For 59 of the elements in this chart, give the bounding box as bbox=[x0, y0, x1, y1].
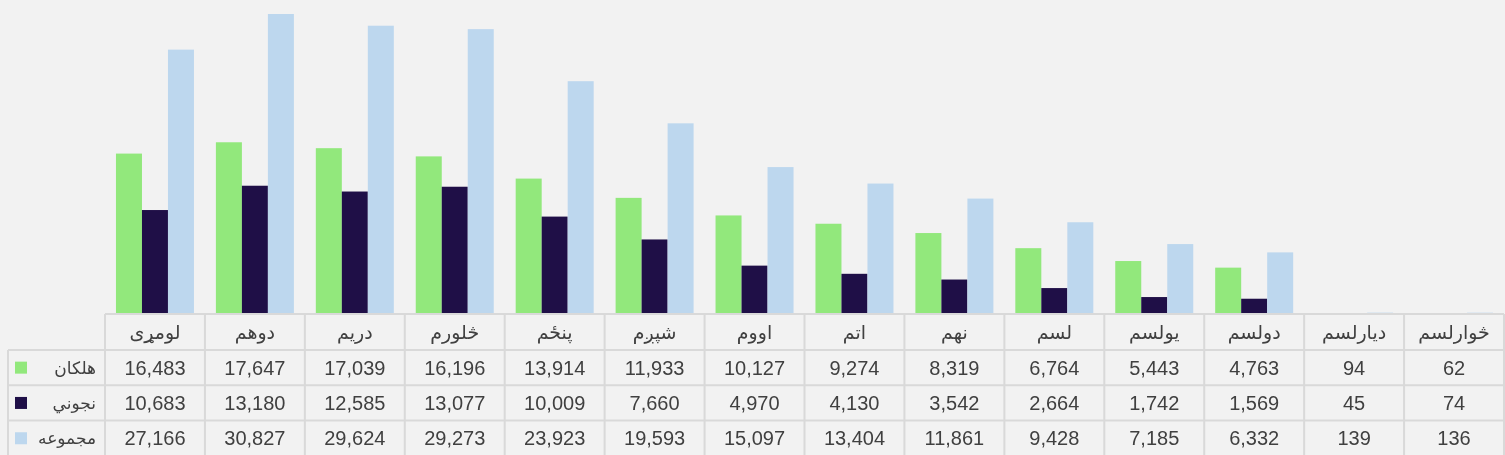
x-tick-label: دوهم bbox=[234, 322, 276, 344]
x-tick-label: شپږم bbox=[632, 322, 677, 344]
data-label: 10,009 bbox=[524, 391, 586, 414]
data-label: 30,827 bbox=[224, 427, 286, 450]
legend-label: هلکان bbox=[54, 358, 96, 378]
data-label: 3,542 bbox=[929, 391, 980, 414]
data-label: 6,764 bbox=[1029, 356, 1080, 379]
x-tick-label: دیارلسم bbox=[1322, 322, 1387, 344]
data-label: 11,933 bbox=[624, 356, 685, 379]
data-label: 5,443 bbox=[1129, 356, 1180, 379]
x-tick-label: اتم bbox=[842, 322, 867, 344]
data-label: 136 bbox=[1437, 427, 1471, 450]
data-label: 29,624 bbox=[324, 427, 386, 450]
x-tick-label: لومړی bbox=[129, 322, 181, 344]
data-label: 4,130 bbox=[829, 391, 880, 414]
data-label: 17,647 bbox=[224, 356, 286, 379]
x-tick-label: لسم bbox=[1036, 322, 1073, 344]
data-label: 13,404 bbox=[823, 427, 886, 450]
data-label: 10,683 bbox=[124, 391, 186, 414]
data-label: 74 bbox=[1442, 391, 1466, 414]
x-tick-label: پنځم bbox=[536, 322, 573, 344]
data-label: 7,660 bbox=[629, 391, 680, 414]
data-label: 11,861 bbox=[924, 427, 985, 450]
legend-label: مجموعه bbox=[38, 429, 96, 449]
data-label: 13,077 bbox=[424, 391, 486, 414]
x-tick-label: یولسم bbox=[1129, 322, 1180, 344]
data-label: 16,483 bbox=[124, 356, 186, 379]
data-label: 29,273 bbox=[424, 427, 486, 450]
data-label: 7,185 bbox=[1129, 427, 1180, 450]
data-label: 1,569 bbox=[1229, 391, 1280, 414]
data-label: 9,274 bbox=[829, 356, 880, 379]
x-tick-label: اووم bbox=[736, 322, 773, 344]
data-label: 10,127 bbox=[723, 356, 786, 379]
data-label: 17,039 bbox=[324, 356, 386, 379]
data-label: 2,664 bbox=[1029, 391, 1080, 414]
x-tick-label: نهم bbox=[941, 322, 968, 344]
x-tick-label: څلورم bbox=[430, 322, 480, 344]
x-tick-label: څوارلسم bbox=[1418, 322, 1490, 344]
data-label: 8,319 bbox=[929, 356, 980, 379]
legend-label: نجوني bbox=[52, 393, 96, 414]
data-label: 16,196 bbox=[424, 356, 486, 379]
data-label: 6,332 bbox=[1229, 427, 1280, 450]
x-tick-label: دریم bbox=[337, 322, 373, 344]
data-label: 15,097 bbox=[723, 427, 786, 450]
data-label: 13,914 bbox=[524, 356, 586, 379]
data-label: 12,585 bbox=[324, 391, 386, 414]
data-label: 4,763 bbox=[1229, 356, 1280, 379]
x-tick-label: دولسم bbox=[1227, 322, 1281, 344]
data-label: 23,923 bbox=[524, 427, 586, 450]
data-label: 94 bbox=[1342, 356, 1366, 379]
data-label: 19,593 bbox=[624, 427, 686, 450]
data-label: 45 bbox=[1342, 391, 1366, 414]
data-label: 1,742 bbox=[1129, 391, 1180, 414]
data-label: 13,180 bbox=[224, 391, 286, 414]
data-label: 139 bbox=[1337, 427, 1371, 450]
data-label: 27,166 bbox=[124, 427, 186, 450]
data-label: 9,428 bbox=[1029, 427, 1080, 450]
data-label: 62 bbox=[1442, 356, 1466, 379]
data-label: 4,970 bbox=[729, 391, 780, 414]
